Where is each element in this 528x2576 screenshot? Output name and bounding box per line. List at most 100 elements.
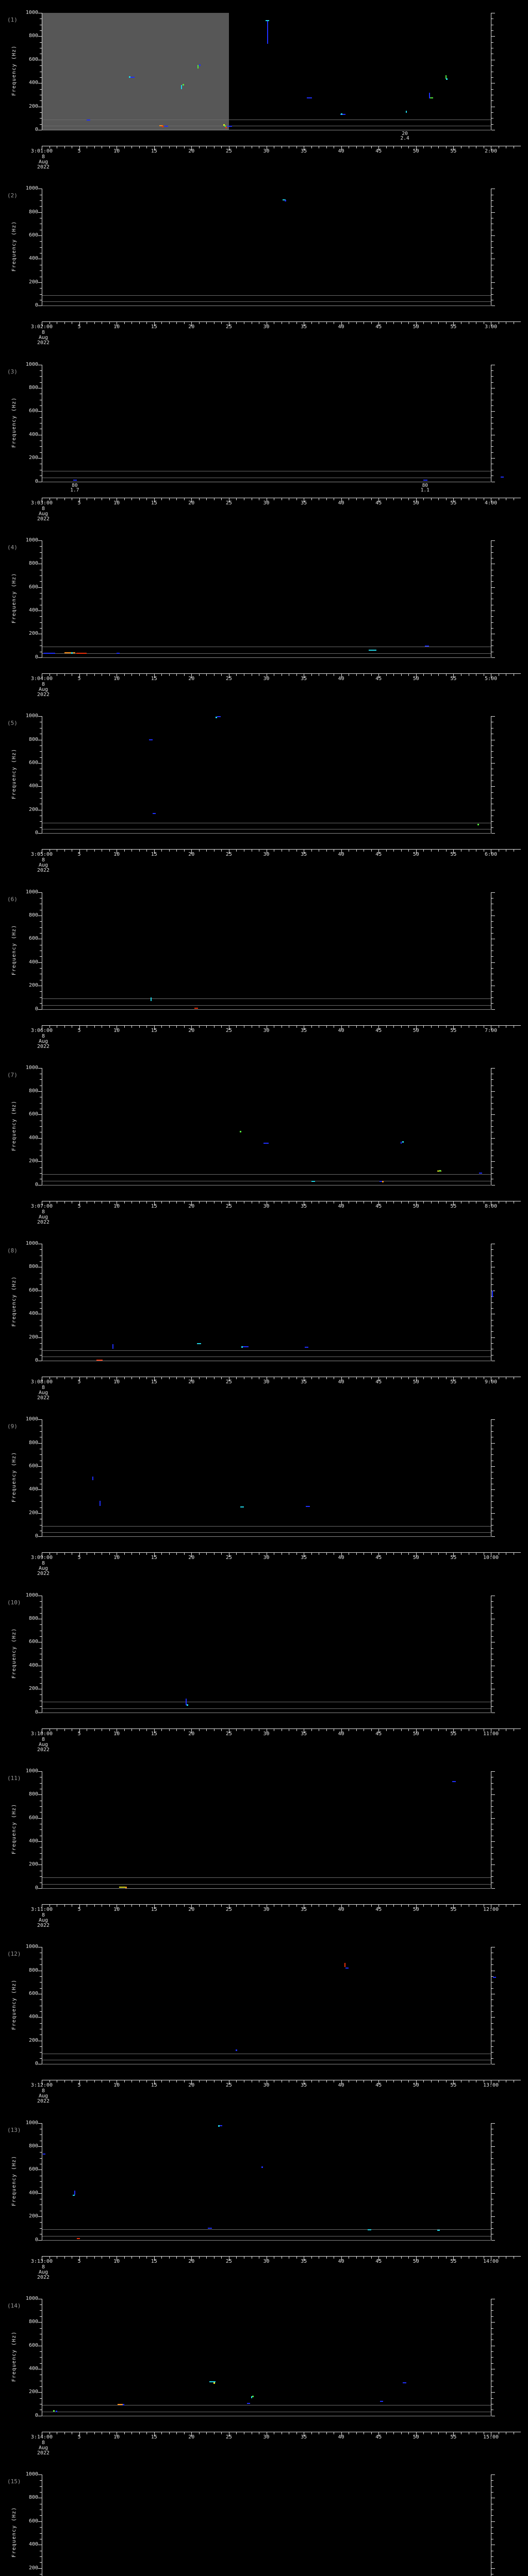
band-line [42,1350,491,1351]
x-tick [311,2256,312,2259]
plot-area[interactable] [42,1947,491,2064]
y-tick [40,112,42,113]
end-time-label: 4:00 [484,500,498,506]
x-tick-label: 35 [301,852,307,858]
x-tick-label: 5 [77,1379,81,1385]
plot-bottom-line [42,1888,491,1889]
y-tick [491,1847,493,1848]
y-tick-label: 400 [28,2365,38,2371]
x-tick [184,1904,185,1907]
y-tick-label: 600 [28,56,38,62]
y-tick-label: 400 [28,1486,38,1493]
x-tick [356,1904,357,1907]
x-tick [341,2080,342,2085]
date-label: 8 [41,1561,45,1567]
x-tick [161,498,162,500]
plot-area[interactable] [42,2299,491,2416]
y-tick [40,2533,42,2534]
x-tick [124,322,125,325]
y-tick [491,798,493,799]
x-tick-label: 30 [263,1555,270,1561]
x-tick [296,1904,297,1907]
selection-overlay[interactable] [42,13,229,130]
x-tick-label: 15 [151,1203,157,1209]
detection-mark [130,77,135,78]
x-tick-label: 50 [412,2082,419,2089]
x-tick [169,673,170,676]
x-tick [393,1377,394,1379]
x-tick [356,2080,357,2083]
x-tick [296,146,297,148]
x-tick [169,1904,170,1907]
plot-area[interactable] [42,1596,491,1713]
y-tick-label: 400 [28,959,38,965]
band-line [42,1174,491,1175]
x-tick-label: 35 [301,675,307,682]
x-tick [341,1904,342,1909]
x-tick-label: 5 [77,1731,81,1737]
y-tick-label: 0 [35,1006,38,1012]
y-tick [491,2486,493,2487]
y-axis-title: Frequency (Hz) [11,749,17,800]
x-tick [393,2080,394,2083]
x-tick [154,498,155,502]
panel-index-label: (11) [7,1774,21,1782]
x-tick [94,1904,95,1907]
y-tick [491,1513,495,1514]
plot-area[interactable] [42,2123,491,2240]
x-tick [311,2080,312,2083]
y-tick [40,2562,42,2563]
plot-area[interactable] [42,1244,491,1361]
y-tick [38,540,42,541]
x-tick [393,2432,394,2434]
x-tick [386,322,387,325]
y-tick [491,1114,495,1115]
plot-area[interactable] [42,892,491,1009]
x-tick [408,2432,409,2434]
x-tick [416,2256,417,2261]
plot-area[interactable] [42,2475,491,2576]
x-tick [416,1377,417,1381]
y-tick [491,42,493,43]
x-tick [378,1553,380,1557]
x-tick [199,2256,200,2259]
band-line [42,653,491,654]
x-tick [131,2256,133,2259]
date-label: 8 [41,1033,45,1039]
x-tick-label: 35 [301,1027,307,1033]
y-tick [38,235,42,236]
x-tick [446,1904,447,1907]
x-tick-label: 40 [338,1203,344,1209]
x-tick [94,1377,95,1379]
y-axis-title: Frequency (Hz) [11,1452,17,1503]
x-tick-label: 35 [301,2258,307,2264]
x-tick [431,1553,432,1555]
x-tick [423,146,424,148]
x-tick [191,1025,192,1030]
x-tick [161,2432,162,2434]
plot-area[interactable] [42,189,491,306]
x-tick [64,1728,65,1731]
y-tick [38,1466,42,1467]
x-tick-label: 25 [225,1379,232,1385]
panel-index-label: (14) [7,2302,21,2309]
plot-area[interactable] [42,1771,491,1888]
plot-area[interactable] [42,365,491,482]
x-tick [416,1728,417,1733]
plot-area[interactable] [42,540,491,657]
date-label: 2022 [37,2274,50,2280]
detection-mark [345,1968,349,1969]
x-tick [401,1377,402,1379]
y-tick [491,1009,495,1010]
y-tick [491,1671,493,1672]
y-tick [491,1161,495,1162]
plot-area[interactable] [42,1419,491,1536]
plot-area[interactable] [42,1068,491,1185]
y-tick [40,1683,42,1684]
x-tick [169,1377,170,1379]
x-tick [124,850,125,852]
plot-area[interactable] [42,716,491,833]
x-tick-label: 15 [151,500,157,506]
x-tick [446,2432,447,2434]
x-tick-label: 50 [412,2258,419,2264]
